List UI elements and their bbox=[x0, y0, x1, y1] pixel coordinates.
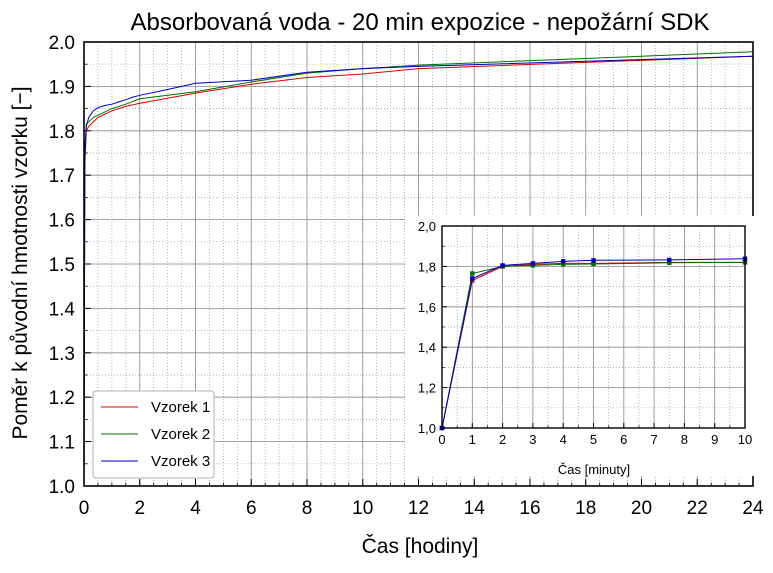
inset-series-3-point bbox=[561, 259, 566, 264]
main-y-tick-label: 1.0 bbox=[49, 477, 75, 498]
inset-x-tick-label: 6 bbox=[620, 432, 627, 447]
main-y-tick-label: 1.7 bbox=[49, 166, 75, 187]
chart-title: Absorbovaná voda - 20 min expozice - nep… bbox=[131, 9, 710, 36]
inset-series-line-3 bbox=[441, 258, 746, 429]
inset-x-tick-label: 9 bbox=[711, 432, 718, 447]
main-x-tick-label: 10 bbox=[352, 498, 373, 519]
inset-series-2-point bbox=[591, 261, 596, 267]
inset-series-3-point bbox=[500, 263, 505, 268]
main-y-tick-label: 1.9 bbox=[49, 77, 75, 98]
legend-label-2: Vzorek 2 bbox=[151, 426, 210, 443]
main-x-tick-label: 20 bbox=[631, 498, 652, 519]
inset-x-tick-label: 5 bbox=[590, 432, 597, 447]
main-x-tick-label: 6 bbox=[246, 498, 257, 519]
inset-y-tick-label: 1,6 bbox=[418, 300, 436, 315]
legend-label-1: Vzorek 1 bbox=[151, 399, 210, 416]
main-y-tick-label: 1.4 bbox=[49, 299, 76, 320]
inset-series-3-point bbox=[591, 258, 596, 263]
main-y-tick-label: 1.3 bbox=[49, 344, 75, 365]
main-x-tick-label: 16 bbox=[519, 498, 540, 519]
x-axis-label: Čas [hodiny] bbox=[362, 535, 479, 558]
main-x-tick-label: 8 bbox=[302, 498, 313, 519]
inset-series-2-point bbox=[470, 271, 475, 276]
inset-y-tick-label: 1,8 bbox=[418, 259, 436, 274]
inset-series-2-point bbox=[561, 262, 566, 267]
inset-x-tick-label: 7 bbox=[650, 432, 657, 447]
inset-x-tick-label: 3 bbox=[529, 432, 536, 447]
legend-label-3: Vzorek 3 bbox=[151, 453, 210, 470]
main-x-tick-label: 4 bbox=[190, 498, 201, 519]
inset-y-tick-label: 1,0 bbox=[418, 421, 436, 436]
main-x-tick-label: 18 bbox=[575, 498, 596, 519]
legend: Vzorek 1 Vzorek 2 Vzorek 3 bbox=[92, 390, 215, 479]
main-series-line-3 bbox=[83, 55, 754, 487]
inset-x-tick-label: 1 bbox=[469, 432, 476, 447]
inset-x-tick-label: 2 bbox=[499, 432, 506, 447]
inset-y-tick-label: 1,2 bbox=[418, 381, 436, 396]
inset-series-3-point bbox=[667, 257, 672, 263]
inset-plot-group: 0 1 2 3 4 5 6 7 8 9 10 1,0 1,2 1,4 1,6 1,8 2,0 bbox=[418, 219, 752, 447]
y-axis-label: Poměr k původní hmotnosti vzorku [−] bbox=[9, 86, 32, 439]
inset-x-axis-label: Čas [minuty] bbox=[558, 462, 630, 477]
main-x-tick-label: 24 bbox=[742, 498, 764, 519]
main-x-tick-label: 22 bbox=[687, 498, 708, 519]
main-y-tick-label: 1.6 bbox=[49, 211, 75, 232]
inset-x-tick-label: 10 bbox=[738, 432, 752, 447]
inset-x-tick-label: 8 bbox=[681, 432, 688, 447]
inset-x-tick-label: 4 bbox=[560, 432, 567, 447]
main-x-tick-label: 2 bbox=[134, 498, 145, 519]
inset-plot-frame bbox=[441, 225, 746, 429]
inset-y-tick-label: 1,4 bbox=[418, 340, 436, 355]
inset-series-3-point bbox=[530, 261, 536, 266]
main-y-tick-label: 1.8 bbox=[49, 122, 75, 143]
legend-box bbox=[92, 390, 215, 479]
main-y-tick-label: 1.1 bbox=[49, 433, 75, 454]
main-y-tick-label: 1.2 bbox=[49, 388, 75, 409]
inset-series-line-2 bbox=[441, 261, 746, 429]
main-y-tick-label: 2.0 bbox=[49, 33, 75, 54]
main-x-tick-label: 0 bbox=[79, 498, 90, 519]
inset-y-tick-label: 2,0 bbox=[418, 219, 436, 234]
inset-series-3-point bbox=[470, 276, 475, 281]
inset-series-2-point bbox=[667, 260, 672, 265]
main-x-tick-label: 14 bbox=[464, 498, 486, 519]
main-x-tick-label: 12 bbox=[408, 498, 429, 519]
main-series-line-1 bbox=[83, 55, 754, 487]
main-y-tick-label: 1.5 bbox=[49, 255, 75, 276]
inset-x-tick-label: 0 bbox=[438, 432, 445, 447]
